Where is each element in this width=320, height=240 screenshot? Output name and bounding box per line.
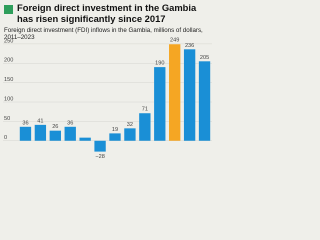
bar xyxy=(94,140,106,152)
y-tick-label: 250 xyxy=(4,38,13,44)
value-label: 41 xyxy=(37,118,43,124)
value-label: 205 xyxy=(200,55,209,61)
bar xyxy=(109,133,121,141)
bar xyxy=(34,124,47,141)
value-label: −28 xyxy=(95,154,105,160)
value-label: 71 xyxy=(142,107,148,113)
bar xyxy=(198,61,211,141)
bar xyxy=(169,44,181,141)
chart: Foreign direct investment in the Gambia … xyxy=(0,0,215,170)
chart-subtitle: Foreign direct investment (FDI) inflows … xyxy=(4,27,203,42)
y-tick-label: 0 xyxy=(4,135,7,141)
y-tick-label: 100 xyxy=(4,96,13,102)
value-label: 19 xyxy=(112,127,118,133)
value-label: 249 xyxy=(170,38,179,44)
bar xyxy=(19,126,32,141)
bar xyxy=(124,128,136,141)
bar xyxy=(154,67,166,141)
bar xyxy=(183,49,196,141)
bar xyxy=(64,126,76,141)
y-tick-label: 200 xyxy=(4,58,13,64)
icon xyxy=(4,5,13,14)
value-label: 236 xyxy=(185,43,194,49)
bar xyxy=(49,130,61,141)
y-tick-label: 50 xyxy=(4,116,10,122)
value-label: 190 xyxy=(155,61,164,67)
plot: 0 50 100 150 200 250 36 41 26 36 −28 19 32 71 190 249 23… xyxy=(3,38,212,160)
chart-title: Foreign direct investment in the Gambia … xyxy=(17,2,197,24)
bar xyxy=(79,137,91,141)
value-label: 32 xyxy=(127,122,133,128)
y-tick-label: 150 xyxy=(4,77,13,83)
bar xyxy=(139,113,151,141)
value-label: 36 xyxy=(22,120,28,126)
value-label: 36 xyxy=(67,120,73,126)
value-label: 26 xyxy=(52,124,58,130)
